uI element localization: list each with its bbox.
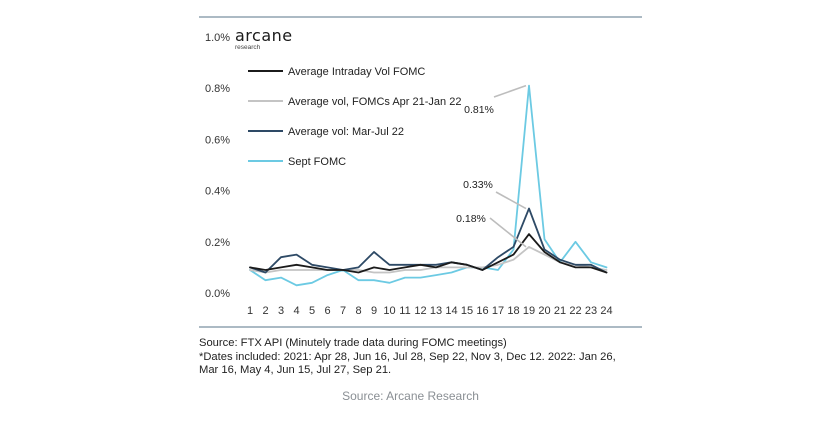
source-notes: Source: FTX API (Minutely trade data dur… xyxy=(199,337,649,378)
annotations: 0.81% 0.33% 0.18% xyxy=(456,84,527,248)
legend-label-average-vol-mar-jul-22: Average vol: Mar-Jul 22 xyxy=(288,126,404,138)
x-tick-label: 2 xyxy=(262,305,268,317)
x-tick-label: 20 xyxy=(538,305,550,317)
series-line-sept-fomc xyxy=(249,84,608,287)
legend-label-average-vol-fomcs-apr-21-jan-22: Average vol, FOMCs Apr 21-Jan 22 xyxy=(288,96,461,108)
y-tick-label: 0.0% xyxy=(205,288,230,300)
x-tick-label: 4 xyxy=(293,305,299,317)
x-tick-label: 13 xyxy=(430,305,442,317)
source-line: Source: FTX API (Minutely trade data dur… xyxy=(199,337,507,349)
x-tick-label: 11 xyxy=(399,305,410,317)
x-tick-label: 10 xyxy=(383,305,395,317)
x-tick-label: 14 xyxy=(445,305,457,317)
dates-line-2: Mar 16, May 4, Jun 15, Jul 27, Sep 21. xyxy=(199,364,392,376)
figure-caption: Source: Arcane Research xyxy=(342,389,479,403)
logo-subtitle: research xyxy=(235,44,261,51)
x-tick-label: 12 xyxy=(414,305,426,317)
x-tick-label: 16 xyxy=(476,305,488,317)
y-tick-label: 0.8% xyxy=(205,83,230,95)
x-tick-label: 17 xyxy=(492,305,504,317)
annotation-label: 0.18% xyxy=(456,213,486,225)
x-tick-label: 15 xyxy=(461,305,473,317)
legend-label-average-intraday-vol-fomc: Average Intraday Vol FOMC xyxy=(288,66,425,78)
x-tick-label: 24 xyxy=(600,305,612,317)
series-line-average-vol-fomcs-apr-21-jan-22 xyxy=(249,245,608,274)
x-tick-label: 6 xyxy=(324,305,330,317)
x-tick-label: 21 xyxy=(554,305,566,317)
dates-line-1: *Dates included: 2021: Apr 28, Jun 16, J… xyxy=(199,350,616,363)
x-tick-label: 22 xyxy=(569,305,581,317)
y-tick-label: 0.6% xyxy=(205,134,230,146)
y-tick-label: 1.0% xyxy=(205,32,230,44)
x-tick-label: 23 xyxy=(585,305,597,317)
x-tick-label: 9 xyxy=(371,305,377,317)
x-tick-label: 19 xyxy=(523,305,535,317)
chart: arcane research 0.0% 0.2% 0.4% 0.6% 0.8% 1.0%… xyxy=(199,16,642,328)
y-tick-label: 0.4% xyxy=(205,186,230,198)
annotation-leader xyxy=(489,217,527,248)
x-tick-label: 7 xyxy=(340,305,346,317)
legend-label-sept-fomc: Sept FOMC xyxy=(288,156,346,168)
x-tick-label: 5 xyxy=(309,305,315,317)
annotation-leader xyxy=(493,84,527,98)
x-tick-label: 3 xyxy=(278,305,284,317)
annotation-label: 0.33% xyxy=(463,179,493,191)
x-tick-label: 18 xyxy=(507,305,519,317)
x-tick-label: 1 xyxy=(247,305,253,317)
x-tick-label: 8 xyxy=(355,305,361,317)
series-lines xyxy=(249,84,608,287)
x-axis: 1 2 3 4 5 6 7 8 9 10 11 12 13 14 15 16 17 18 19 20 21 22 23 24 xyxy=(247,305,613,317)
annotation-label: 0.81% xyxy=(464,104,494,116)
annotation-leader xyxy=(495,191,527,210)
logo-wordmark: arcane xyxy=(235,26,293,45)
series-line-average-vol-mar-jul-22 xyxy=(249,207,608,274)
series-line-average-intraday-vol-fomc xyxy=(249,233,608,274)
legend: Average Intraday Vol FOMC Average vol, FO… xyxy=(248,66,461,168)
y-tick-label: 0.2% xyxy=(205,237,230,249)
arcane-logo: arcane research xyxy=(235,26,293,51)
y-axis: 0.0% 0.2% 0.4% 0.6% 0.8% 1.0% xyxy=(205,32,230,300)
